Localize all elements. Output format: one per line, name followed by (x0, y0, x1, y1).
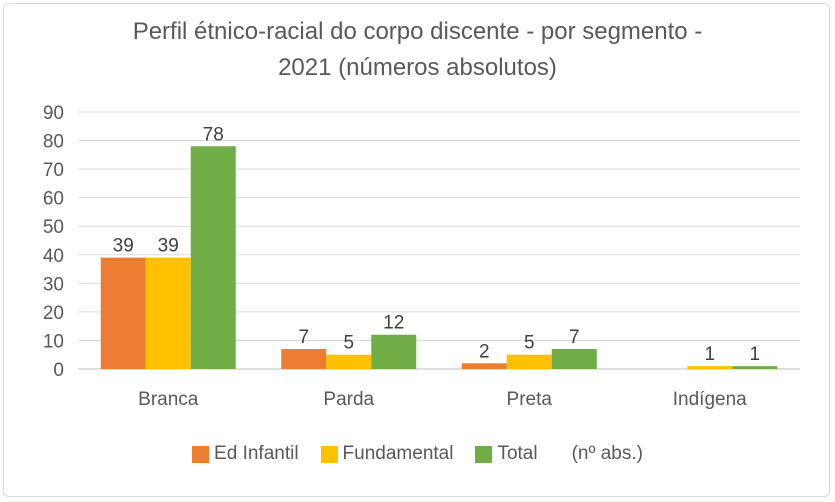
chart-title-line2: 2021 (números absolutos) (278, 54, 557, 81)
x-tick-label: Parda (323, 389, 374, 410)
bar-ed-infantil (100, 257, 146, 369)
y-tick-label: 40 (43, 246, 64, 267)
legend-label: Fundamental (342, 443, 454, 464)
y-tick-label: 20 (43, 303, 64, 324)
chart-frame (3, 3, 830, 497)
y-tick-label: 10 (43, 331, 64, 352)
x-tick-label: Indígena (673, 389, 747, 410)
bar-fundamental (687, 366, 733, 369)
bar-total (190, 146, 236, 369)
data-label: 78 (203, 124, 224, 145)
bar-ed-infantil (461, 363, 507, 369)
y-tick-label: 30 (43, 274, 64, 295)
legend-swatch (192, 445, 210, 463)
chart-title-line1: Perfil étnico-racial do corpo discente -… (132, 18, 703, 45)
x-tick-label: Branca (138, 389, 199, 410)
data-label: 2 (479, 341, 490, 362)
legend-label: Ed Infantil (214, 443, 299, 464)
bar-ed-infantil (281, 349, 327, 369)
bar-fundamental (145, 257, 191, 369)
y-tick-label: 90 (43, 103, 64, 124)
legend: Ed Infantil Fundamental Total (nº abs.) (0, 443, 835, 465)
y-tick-label: 0 (53, 360, 64, 381)
bar-total (732, 366, 778, 369)
data-label: 7 (569, 327, 580, 348)
legend-label: Total (497, 443, 538, 464)
data-label: 5 (343, 333, 354, 354)
data-label: 39 (158, 236, 179, 257)
y-tick-label: 50 (43, 217, 64, 238)
bar-total (371, 334, 417, 369)
data-label: 12 (383, 313, 404, 334)
legend-swatch (475, 445, 493, 463)
legend-note: (nº abs.) (571, 443, 643, 464)
bar-fundamental (326, 354, 372, 369)
x-tick-label: Preta (507, 389, 553, 410)
legend-item-total: Total (475, 443, 538, 465)
legend-item-ed-infantil: Ed Infantil (192, 443, 299, 465)
y-tick-label: 60 (43, 189, 64, 210)
bar-fundamental (506, 354, 552, 369)
data-label: 1 (704, 344, 715, 365)
data-label: 5 (524, 333, 535, 354)
data-label: 1 (749, 344, 760, 365)
bar-total (551, 349, 597, 369)
legend-item-fundamental: Fundamental (320, 443, 454, 465)
data-label: 7 (298, 327, 309, 348)
legend-swatch (320, 445, 338, 463)
y-tick-label: 80 (43, 132, 64, 153)
y-tick-label: 70 (43, 160, 64, 181)
data-label: 39 (113, 236, 134, 257)
